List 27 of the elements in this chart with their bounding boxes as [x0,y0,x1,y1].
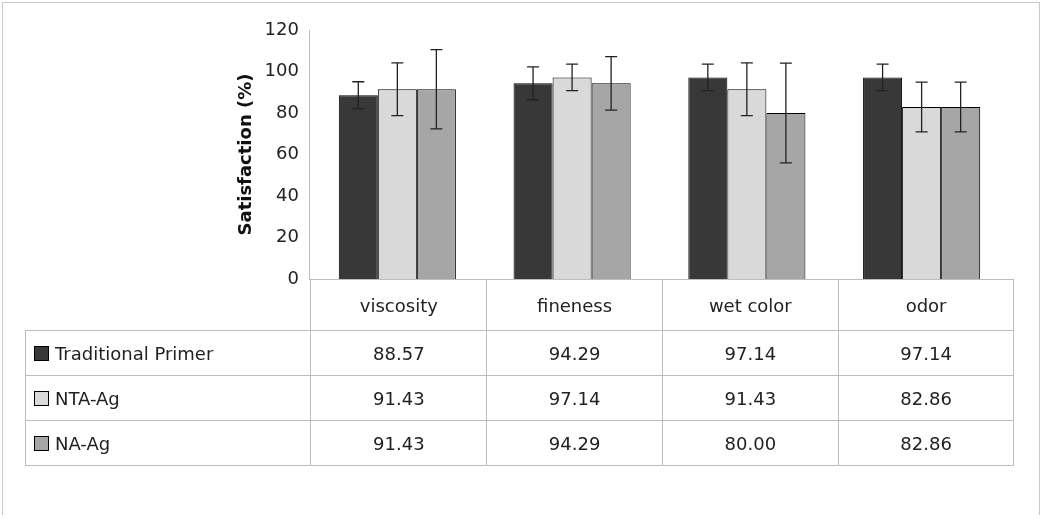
legend-label: NTA-Ag [25,375,311,421]
data-label: 82.86 [838,375,1014,421]
x-tick-label: wet color [662,279,839,331]
y-tick-label: 120 [264,17,299,39]
y-tick-label: 80 [276,100,299,122]
x-tick-label: viscosity [310,279,487,331]
data-label: 88.57 [310,330,487,376]
x-tick-label: odor [838,279,1014,331]
y-tick-label: 40 [276,183,299,205]
y-tick-label: 0 [287,266,299,288]
data-label: 91.43 [310,375,487,421]
data-label: 82.86 [838,420,1014,466]
data-label: 97.14 [662,330,839,376]
data-label: 94.29 [486,330,663,376]
legend-label: NA-Ag [25,420,311,466]
x-tick-label: fineness [486,279,663,331]
data-label: 97.14 [838,330,1014,376]
data-label: 97.14 [486,375,663,421]
y-axis-title: Satisfaction (%) [234,73,256,236]
y-tick-label: 60 [276,142,299,164]
data-label: 94.29 [486,420,663,466]
y-tick-label: 20 [276,225,299,247]
data-label: 91.43 [310,420,487,466]
legend-label: Traditional Primer [25,330,311,376]
y-tick-label: 100 [264,59,299,81]
data-label: 91.43 [662,375,839,421]
data-label: 80.00 [662,420,839,466]
